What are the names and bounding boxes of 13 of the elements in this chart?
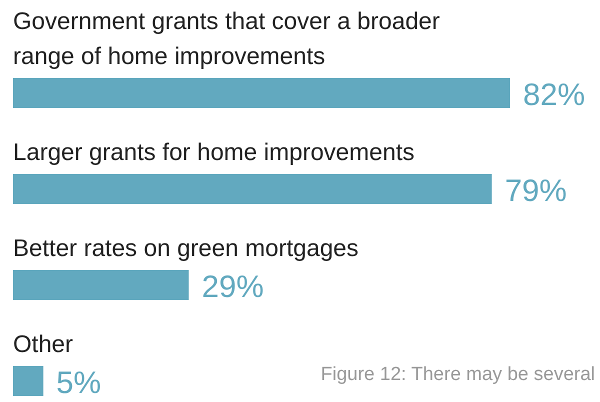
- bar: [13, 78, 510, 108]
- bar: [13, 270, 189, 300]
- annotation: Figure 12: There may be several: [320, 364, 595, 385]
- y-tick-label: Other: [13, 331, 74, 358]
- bar: [13, 174, 492, 204]
- bar: [13, 366, 44, 396]
- data-label: 79%: [504, 173, 567, 208]
- y-tick-label: Larger grants for home improvements: [13, 139, 415, 166]
- y-tick-label: Better rates on green mortgages: [13, 235, 359, 262]
- data-label: 5%: [56, 365, 102, 400]
- y-tick-label: Government grants that cover a broader range of home improvements: [13, 8, 440, 70]
- data-label: 82%: [523, 77, 586, 112]
- data-label: 29%: [202, 269, 264, 304]
